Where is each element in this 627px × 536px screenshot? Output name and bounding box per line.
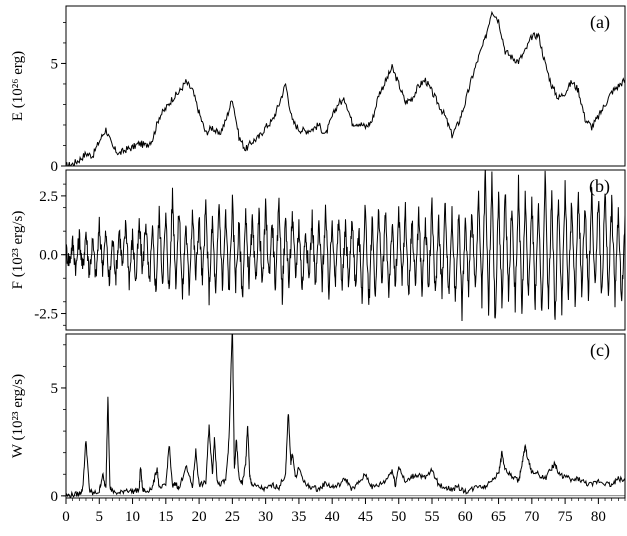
y-tick-label: -2.5 — [34, 307, 58, 323]
x-tick-label: 45 — [358, 509, 373, 525]
x-tick-label: 80 — [591, 509, 606, 525]
x-tick-label: 5 — [96, 509, 104, 525]
panel-label: (b) — [589, 176, 610, 197]
x-tick-label: 0 — [62, 509, 70, 525]
panel-label: (c) — [590, 340, 610, 361]
y-axis-label: W (10²³ erg/s) — [10, 374, 26, 458]
y-tick-label: 5 — [51, 56, 59, 72]
y-tick-label: 5 — [51, 381, 59, 397]
x-tick-label: 20 — [192, 509, 207, 525]
x-tick-label: 55 — [425, 509, 440, 525]
y-tick-label: 0 — [51, 159, 59, 175]
x-tick-label: 75 — [558, 509, 573, 525]
x-tick-label: 60 — [458, 509, 473, 525]
panel-label: (a) — [590, 12, 610, 33]
x-tick-label: 30 — [258, 509, 273, 525]
x-tick-label: 10 — [125, 509, 140, 525]
x-tick-label: 70 — [524, 509, 539, 525]
y-axis-label: E (10²⁶ erg) — [10, 51, 26, 121]
x-tick-label: 40 — [325, 509, 340, 525]
x-tick-label: 25 — [225, 509, 240, 525]
panel-c: 0 5 W (10²³ erg/s) (c) — [10, 333, 626, 505]
y-tick-label: 0.0 — [39, 248, 58, 264]
y-tick-label: 0 — [51, 489, 59, 505]
x-tick-label: 15 — [158, 509, 173, 525]
y-axis-label: F (10²³ erg/s) — [10, 211, 26, 290]
panel-a: 0 5 E (10²⁶ erg) (a) — [10, 5, 626, 175]
panel-b: -2.5 0.0 2.5 F (10²³ erg/s) (b) — [10, 169, 626, 331]
x-tick-label: 35 — [291, 509, 306, 525]
series-line — [66, 170, 625, 322]
x-tick-label: 65 — [491, 509, 506, 525]
panel-frame — [65, 5, 626, 167]
x-axis: 0 5 10 15 20 25 30 35 40 45 50 55 60 65 70 75 80 — [62, 498, 626, 525]
x-tick-label: 50 — [391, 509, 406, 525]
series-line — [66, 10, 625, 166]
panel-frame — [65, 333, 626, 499]
y-tick-label: 2.5 — [39, 189, 58, 205]
series-line — [66, 334, 625, 498]
